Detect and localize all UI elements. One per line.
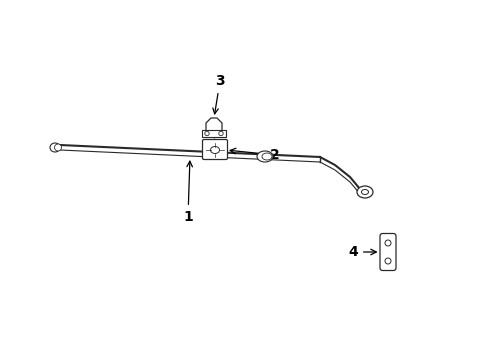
FancyBboxPatch shape xyxy=(379,234,395,270)
Ellipse shape xyxy=(356,186,372,198)
Circle shape xyxy=(218,131,223,136)
Ellipse shape xyxy=(262,153,271,160)
Ellipse shape xyxy=(54,144,61,151)
Ellipse shape xyxy=(257,151,272,162)
Text: 4: 4 xyxy=(347,245,376,259)
Bar xyxy=(202,130,225,137)
FancyBboxPatch shape xyxy=(202,139,227,159)
Ellipse shape xyxy=(50,143,60,152)
Circle shape xyxy=(384,240,390,246)
Ellipse shape xyxy=(210,147,219,153)
Text: 1: 1 xyxy=(183,161,192,224)
Circle shape xyxy=(204,131,209,136)
Ellipse shape xyxy=(361,189,368,194)
Circle shape xyxy=(384,258,390,264)
Text: 3: 3 xyxy=(212,74,224,114)
Text: 2: 2 xyxy=(230,148,279,162)
